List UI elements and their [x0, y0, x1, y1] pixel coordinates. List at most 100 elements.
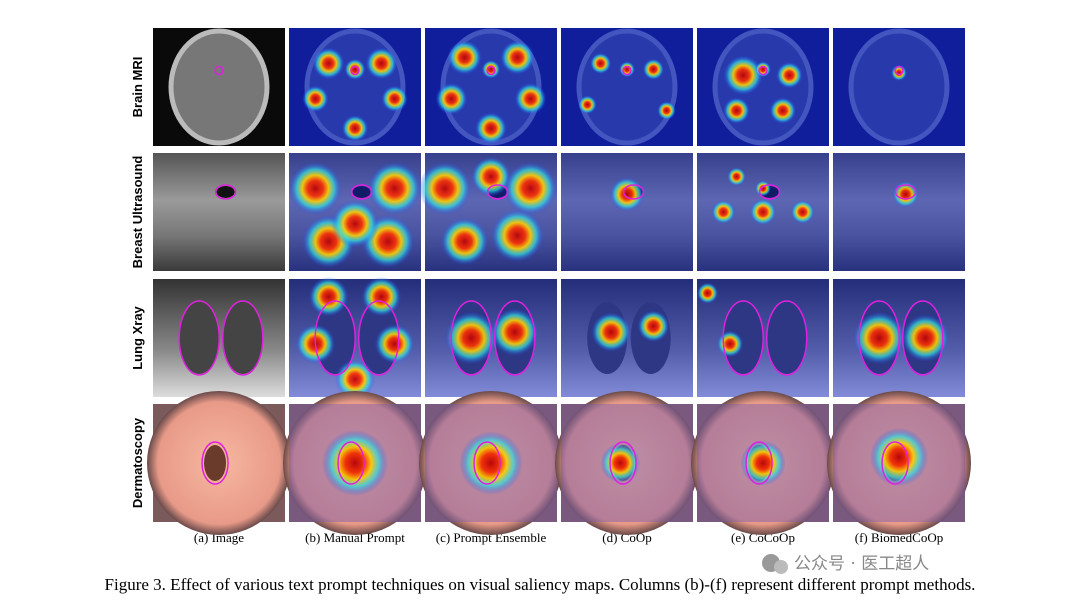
saliency-blob [435, 82, 468, 115]
image-cell [697, 28, 829, 146]
saliency-blob [716, 330, 744, 358]
saliency-blob [619, 61, 635, 78]
saliency-blob [892, 181, 919, 208]
outline [201, 441, 229, 485]
image-cell [153, 279, 285, 397]
saliency-blob [365, 47, 398, 80]
watermark: 公众号 · 医工超人 [762, 554, 929, 574]
saliency-blob [500, 40, 535, 75]
saliency-blob [776, 61, 803, 89]
column-label: (e) CoCoOp [731, 530, 795, 545]
saliency-blob [697, 282, 719, 304]
saliency-blob [723, 97, 750, 124]
lung [179, 302, 220, 374]
outline [722, 300, 764, 376]
saliency-blob [471, 156, 511, 197]
saliency-tint [561, 28, 693, 146]
saliency-blob [341, 115, 369, 142]
row-label: Breast Ultrasound [130, 156, 145, 269]
outline [622, 184, 645, 200]
brain [168, 28, 270, 146]
saliency-blob [381, 85, 408, 113]
image-cell [425, 279, 557, 397]
lung [766, 302, 807, 374]
image-bg [561, 153, 693, 271]
lung [222, 302, 263, 374]
saliency-tint [833, 153, 965, 271]
column-label: (b) Manual Prompt [305, 530, 405, 545]
outline [609, 441, 637, 485]
column-label: (c) Prompt Ensemble [436, 530, 547, 545]
saliency-blob [891, 64, 907, 81]
outline [222, 300, 264, 376]
image-cell [833, 279, 965, 397]
image-cell [691, 391, 835, 535]
lesion [216, 185, 235, 198]
outline [745, 441, 773, 485]
saliency-blob [302, 85, 329, 113]
row-label: Brain MRI [130, 57, 145, 118]
saliency-blob [749, 198, 777, 226]
image-cell [419, 391, 563, 535]
saliency-blob [491, 308, 539, 356]
saliency-blob [790, 200, 815, 224]
saliency-blob [590, 52, 612, 74]
image-cell [153, 153, 285, 271]
image-cell [833, 153, 965, 271]
saliency-blob [312, 47, 345, 80]
saliency-blob [331, 200, 379, 248]
brain [848, 28, 950, 146]
saliency-blob [374, 324, 415, 364]
outline [473, 441, 501, 485]
saliency-blob [481, 60, 501, 79]
saliency-blob [361, 276, 402, 317]
image-cell [425, 28, 557, 146]
outline [858, 300, 900, 376]
outline [494, 300, 536, 376]
image-bg [833, 153, 965, 271]
saliency-blob [514, 82, 547, 115]
column-label: (f) BiomedCoOp [855, 530, 943, 545]
outline [450, 300, 492, 376]
image-cell [147, 391, 291, 535]
saliency-blob [444, 311, 498, 365]
saliency-blob [727, 167, 746, 186]
saliency-blob [711, 200, 736, 224]
saliency-blob [852, 311, 906, 365]
figure-caption: Figure 3. Effect of various text prompt … [105, 575, 976, 594]
saliency-blob [869, 428, 929, 487]
image-cell [561, 28, 693, 146]
image-cell [418, 153, 557, 271]
saliency-tint [697, 28, 829, 146]
saliency-blob [609, 177, 645, 212]
saliency-blob [723, 55, 763, 95]
image-cell [697, 153, 829, 271]
outline [178, 300, 220, 376]
saliency-blob [289, 162, 342, 215]
outline [766, 300, 808, 376]
saliency-blob [475, 112, 507, 145]
saliency-blob [901, 314, 950, 362]
lesion [352, 185, 371, 198]
saliency-blob [447, 40, 482, 75]
image-cell [833, 28, 965, 146]
row-label: Dermatoscopy [130, 417, 145, 508]
image-cell [289, 153, 421, 271]
image-bg [153, 153, 285, 271]
outline [902, 300, 944, 376]
saliency-blob [591, 312, 631, 352]
saliency-tint [561, 153, 693, 271]
saliency-blob [657, 101, 676, 120]
saliency-blob [642, 58, 664, 80]
image-cell [289, 28, 421, 146]
saliency-blob [322, 430, 388, 496]
outline [214, 65, 224, 76]
saliency-blob [459, 431, 523, 495]
outline [358, 300, 400, 376]
outline [622, 65, 632, 76]
saliency-blob [740, 440, 786, 486]
image-cell [153, 28, 285, 146]
saliency-tint [833, 28, 965, 146]
saliency-blob [308, 276, 349, 317]
